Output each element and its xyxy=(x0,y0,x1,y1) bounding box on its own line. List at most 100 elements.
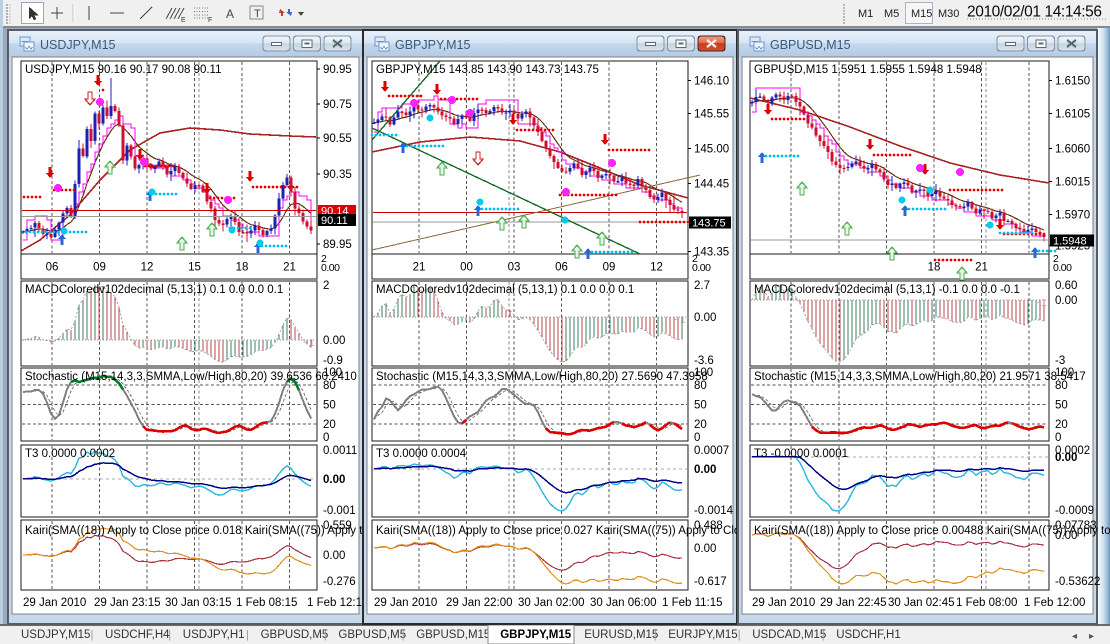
svg-text:Kairi(SMA((18)) Apply to Close: Kairi(SMA((18)) Apply to Close price 0.0… xyxy=(376,525,746,537)
svg-text:30 Jan 02:45: 30 Jan 02:45 xyxy=(888,597,955,609)
svg-text:GBPJPY,M15 143.85 143.90 143.: GBPJPY,M15 143.85 143.90 143.73 143.75 xyxy=(376,64,599,76)
svg-text:0.559: 0.559 xyxy=(323,520,352,532)
svg-text:144.45: 144.45 xyxy=(694,178,729,190)
svg-text:0.488: 0.488 xyxy=(694,520,723,532)
svg-text:30 Jan 03:15: 30 Jan 03:15 xyxy=(165,597,232,609)
svg-text:USDCAD,M15: USDCAD,M15 xyxy=(752,629,826,641)
svg-text:◂: ◂ xyxy=(1072,631,1077,642)
svg-text:GBPUSD,M5: GBPUSD,M5 xyxy=(338,629,406,641)
svg-text:USDJPY,M15 90.16 90.17 90.08: USDJPY,M15 90.16 90.17 90.08 90.11 xyxy=(25,64,222,76)
svg-text:2: 2 xyxy=(321,253,327,265)
svg-text:|: | xyxy=(168,629,171,641)
svg-text:100: 100 xyxy=(1055,367,1074,379)
svg-text:29 Jan 22:00: 29 Jan 22:00 xyxy=(446,597,513,609)
svg-text:M15: M15 xyxy=(911,8,932,20)
svg-text:1.6150: 1.6150 xyxy=(1055,76,1090,88)
svg-text:|: | xyxy=(822,629,825,641)
svg-text:18: 18 xyxy=(928,262,941,274)
svg-text:30 Jan 06:00: 30 Jan 06:00 xyxy=(590,597,657,609)
svg-text:89.95: 89.95 xyxy=(323,239,352,251)
svg-text:1.5948: 1.5948 xyxy=(1053,236,1087,248)
svg-text:GBPUSD,M15 1.5951 1.5955 1.59: GBPUSD,M15 1.5951 1.5955 1.5948 1.5948 xyxy=(754,64,982,76)
svg-text:T3 0.0000 0.0004: T3 0.0000 0.0004 xyxy=(376,448,467,460)
svg-text:30 Jan 02:00: 30 Jan 02:00 xyxy=(518,597,585,609)
svg-text:21: 21 xyxy=(413,262,426,274)
svg-text:100: 100 xyxy=(694,367,713,379)
svg-text:−1: −1 xyxy=(674,315,686,326)
svg-text:1 Feb 12:00: 1 Feb 12:00 xyxy=(1024,597,1085,609)
svg-text:29 Jan 22:45: 29 Jan 22:45 xyxy=(820,597,887,609)
svg-text:M1: M1 xyxy=(858,8,873,20)
svg-text:|: | xyxy=(654,629,657,641)
svg-text:Stochastic (M15,14,3,3,SMMA,Lo: Stochastic (M15,14,3,3,SMMA,Low/High,80,… xyxy=(376,371,708,383)
svg-text:12: 12 xyxy=(141,262,154,274)
svg-text:2: 2 xyxy=(323,280,329,292)
svg-text:18: 18 xyxy=(236,262,249,274)
svg-text:90.55: 90.55 xyxy=(323,133,352,145)
svg-text:EURJPY,M15: EURJPY,M15 xyxy=(668,629,737,641)
svg-text:1 Feb 12:15: 1 Feb 12:15 xyxy=(307,597,368,609)
svg-text:1.6060: 1.6060 xyxy=(1055,143,1090,155)
svg-text:80: 80 xyxy=(694,380,707,392)
svg-text:M30: M30 xyxy=(938,8,959,20)
svg-text:|: | xyxy=(91,629,94,641)
svg-text:09: 09 xyxy=(603,262,616,274)
svg-text:145.00: 145.00 xyxy=(694,143,729,155)
svg-text:29 Jan 2010: 29 Jan 2010 xyxy=(374,597,437,609)
svg-text:90.11: 90.11 xyxy=(321,215,348,227)
svg-text:-0.276: -0.276 xyxy=(323,576,356,588)
svg-text:0.00: 0.00 xyxy=(323,550,345,562)
svg-text:06: 06 xyxy=(46,262,59,274)
svg-text:MACDColoredv102decimal (5,13,1: MACDColoredv102decimal (5,13,1) 0.1 0.0 … xyxy=(25,284,283,296)
svg-text:USDJPY,M15: USDJPY,M15 xyxy=(40,38,116,52)
svg-text:0.00: 0.00 xyxy=(1055,295,1077,307)
svg-text:−1: −1 xyxy=(1035,298,1047,309)
svg-text:0.00: 0.00 xyxy=(694,464,716,476)
svg-text:1 Feb 08:00: 1 Feb 08:00 xyxy=(956,597,1017,609)
svg-text:MACDColoredv102decimal (5,13,1: MACDColoredv102decimal (5,13,1) 0.1 0.0 … xyxy=(376,284,634,296)
svg-text:GBPUSD,M15: GBPUSD,M15 xyxy=(416,629,490,641)
svg-text:−1: −1 xyxy=(303,338,315,349)
svg-text:T3 -0.0000 0.0001: T3 -0.0000 0.0001 xyxy=(754,448,848,460)
svg-text:12: 12 xyxy=(650,262,663,274)
svg-text:-3: -3 xyxy=(1055,355,1065,367)
svg-text:MACDColoredv102decimal (5,13,1: MACDColoredv102decimal (5,13,1) -0.1 0.0… xyxy=(754,284,1020,296)
svg-text:50: 50 xyxy=(323,400,336,412)
svg-text:50: 50 xyxy=(1055,400,1068,412)
svg-text:0.00: 0.00 xyxy=(1053,262,1072,274)
svg-text:0.00: 0.00 xyxy=(1055,530,1077,542)
svg-text:0.07783: 0.07783 xyxy=(1055,520,1097,532)
svg-text:|: | xyxy=(246,629,249,641)
svg-text:1.6015: 1.6015 xyxy=(1055,176,1090,188)
svg-text:0.00: 0.00 xyxy=(1055,452,1077,464)
svg-text:F: F xyxy=(208,17,212,24)
svg-text:USDJPY,M15: USDJPY,M15 xyxy=(21,629,90,641)
svg-text:-0.9: -0.9 xyxy=(323,355,343,367)
svg-text:0: 0 xyxy=(694,432,700,444)
svg-text:0.00: 0.00 xyxy=(321,262,340,274)
svg-text:|: | xyxy=(738,629,741,641)
svg-text:-0.617: -0.617 xyxy=(694,576,727,588)
svg-text:Kairi(SMA((18)) Apply to Close: Kairi(SMA((18)) Apply to Close price 0.0… xyxy=(25,525,369,537)
svg-text:80: 80 xyxy=(323,380,336,392)
svg-text:90.75: 90.75 xyxy=(323,99,352,111)
svg-text:20: 20 xyxy=(1055,419,1068,431)
svg-text:145.55: 145.55 xyxy=(694,109,729,121)
svg-text:|: | xyxy=(324,629,327,641)
svg-text:1.5970: 1.5970 xyxy=(1055,209,1090,221)
svg-text:0: 0 xyxy=(323,432,329,444)
svg-text:21: 21 xyxy=(283,262,296,274)
svg-text:A: A xyxy=(226,7,234,21)
svg-text:T3 0.0000 0.0002: T3 0.0000 0.0002 xyxy=(25,448,115,460)
svg-text:1.6105: 1.6105 xyxy=(1055,109,1090,121)
svg-text:0.00: 0.00 xyxy=(692,262,711,274)
svg-text:-0.0009: -0.0009 xyxy=(1055,505,1094,517)
svg-text:29 Jan 2010: 29 Jan 2010 xyxy=(23,597,86,609)
svg-text:1 Feb 11:15: 1 Feb 11:15 xyxy=(662,597,723,609)
svg-text:29 Jan 2010: 29 Jan 2010 xyxy=(752,597,815,609)
svg-text:00: 00 xyxy=(460,262,473,274)
svg-text:E: E xyxy=(181,17,186,24)
svg-text:146.10: 146.10 xyxy=(694,76,729,88)
svg-text:1 Feb 08:15: 1 Feb 08:15 xyxy=(236,597,297,609)
svg-text:2: 2 xyxy=(1053,253,1059,265)
